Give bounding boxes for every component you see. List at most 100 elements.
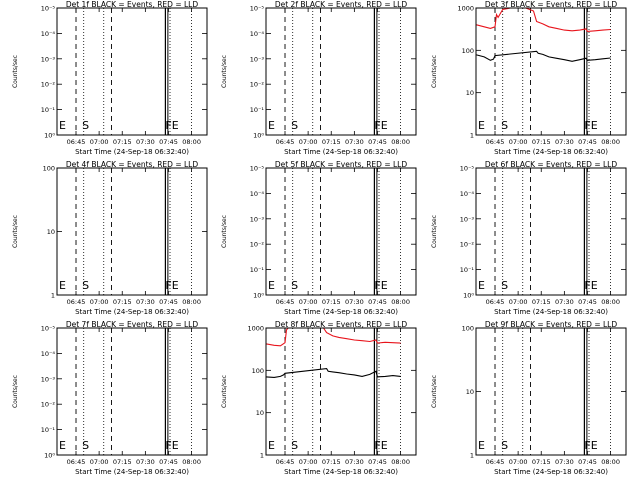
x-axis-label: Start Time (24-Sep-18 06:32:40) [75, 148, 189, 156]
event-annotation: S [82, 439, 89, 452]
x-tick-label: 07:30 [345, 138, 364, 146]
x-tick-label: 07:15 [322, 298, 341, 306]
x-tick-label: 07:15 [113, 298, 132, 306]
y-tick-label: 1000 [457, 5, 474, 13]
x-tick-label: 08:00 [601, 458, 620, 466]
x-tick-label: 07:45 [368, 458, 387, 466]
x-axis-label: Start Time (24-Sep-18 06:32:40) [284, 148, 398, 156]
x-axis-label: Start Time (24-Sep-18 06:32:40) [494, 308, 608, 316]
x-tick-label: 07:45 [368, 298, 387, 306]
y-tick-label: 10 [466, 89, 474, 97]
x-tick-label: 07:00 [90, 458, 109, 466]
chart-title: Det 4f BLACK = Events, RED = LLD [66, 160, 199, 169]
x-tick-label: 07:15 [532, 298, 551, 306]
x-tick-label: 07:45 [578, 298, 597, 306]
y-tick-label: 10⁻² [460, 241, 475, 249]
y-tick-label: 10⁻⁵ [250, 165, 265, 173]
chart-title: Det 7f BLACK = Events, RED = LLD [66, 320, 199, 329]
event-annotation: FE [374, 119, 387, 132]
y-tick-label: 1 [51, 292, 55, 300]
y-tick-label: 1 [260, 452, 264, 460]
x-tick-label: 06:45 [67, 458, 86, 466]
x-tick-label: 06:45 [276, 138, 295, 146]
event-annotation: E [59, 119, 66, 132]
x-tick-label: 07:15 [322, 458, 341, 466]
event-annotation: FE [584, 279, 597, 292]
x-tick-label: 06:45 [67, 298, 86, 306]
chart-panel: Det 7f BLACK = Events, RED = LLD Counts/s… [12, 320, 208, 476]
event-annotation: E [59, 279, 66, 292]
x-tick-label: 07:00 [509, 458, 528, 466]
y-tick-label: 10⁻² [41, 81, 56, 89]
event-annotation: S [82, 119, 89, 132]
x-axis-label: Start Time (24-Sep-18 06:32:40) [284, 468, 398, 476]
x-tick-label: 08:00 [601, 298, 620, 306]
y-tick-label: 10⁻¹ [460, 266, 475, 274]
event-annotation: E [268, 279, 275, 292]
y-axis-label: Counts/sec [431, 215, 438, 248]
chart-panel: Det 6f BLACK = Events, RED = LLD Counts/s… [431, 160, 627, 316]
x-tick-label: 06:45 [276, 458, 295, 466]
y-tick-label: 10⁻⁴ [250, 30, 265, 38]
y-tick-label: 10⁻⁵ [41, 325, 56, 333]
event-annotation: E [478, 279, 485, 292]
y-tick-label: 1 [470, 132, 474, 140]
data-series-line [476, 50, 611, 62]
y-tick-label: 10 [466, 388, 474, 396]
plot-frame [265, 167, 417, 296]
plot-frame [56, 327, 208, 456]
chart-title: Det 1f BLACK = Events, RED = LLD [66, 0, 199, 9]
x-axis-label: Start Time (24-Sep-18 06:32:40) [75, 468, 189, 476]
y-tick-label: 10⁻² [250, 81, 265, 89]
y-tick-label: 10⁻¹ [41, 426, 56, 434]
y-tick-label: 100 [462, 325, 474, 333]
x-tick-label: 07:30 [555, 458, 574, 466]
x-tick-label: 07:15 [113, 138, 132, 146]
event-annotation: E [478, 119, 485, 132]
event-annotation: E [268, 439, 275, 452]
y-tick-label: 10⁻⁴ [460, 190, 475, 198]
x-tick-label: 08:00 [182, 458, 201, 466]
x-tick-label: 07:30 [136, 138, 155, 146]
x-tick-label: 07:00 [509, 138, 528, 146]
x-tick-label: 08:00 [601, 138, 620, 146]
x-tick-label: 06:45 [276, 298, 295, 306]
x-tick-label: 07:45 [159, 298, 178, 306]
plot-frame [475, 327, 627, 456]
x-tick-label: 08:00 [391, 458, 410, 466]
x-tick-label: 08:00 [182, 298, 201, 306]
x-axis-label: Start Time (24-Sep-18 06:32:40) [75, 308, 189, 316]
event-annotation: E [268, 119, 275, 132]
x-tick-label: 08:00 [391, 138, 410, 146]
y-tick-label: 10⁻² [250, 241, 265, 249]
x-axis-label: Start Time (24-Sep-18 06:32:40) [284, 308, 398, 316]
event-annotation: FE [165, 439, 178, 452]
y-tick-label: 100 [252, 367, 264, 375]
plot-frame [475, 167, 627, 296]
x-tick-label: 07:00 [90, 138, 109, 146]
data-series-line [476, 7, 611, 32]
x-tick-label: 07:45 [159, 458, 178, 466]
y-tick-label: 10 [47, 228, 55, 236]
y-tick-label: 10⁰ [253, 292, 264, 300]
y-axis-label: Counts/sec [12, 375, 19, 408]
y-tick-label: 100 [462, 47, 474, 55]
plot-frame [56, 7, 208, 136]
y-axis-label: Counts/sec [431, 55, 438, 88]
x-tick-label: 07:30 [345, 298, 364, 306]
x-tick-label: 07:45 [578, 458, 597, 466]
y-tick-label: 10⁻⁵ [41, 5, 56, 13]
chart-panel: Det 2f BLACK = Events, RED = LLD Counts/s… [221, 0, 417, 156]
y-tick-label: 10⁻¹ [250, 106, 265, 114]
x-axis-label: Start Time (24-Sep-18 06:32:40) [494, 468, 608, 476]
plot-frame [265, 327, 417, 456]
x-tick-label: 07:45 [578, 138, 597, 146]
y-tick-label: 10⁻⁴ [41, 350, 56, 358]
x-tick-label: 07:30 [136, 298, 155, 306]
event-annotation: FE [584, 439, 597, 452]
x-tick-label: 07:45 [368, 138, 387, 146]
x-tick-label: 07:00 [299, 458, 318, 466]
event-annotation: FE [584, 119, 597, 132]
x-tick-label: 06:45 [486, 298, 505, 306]
